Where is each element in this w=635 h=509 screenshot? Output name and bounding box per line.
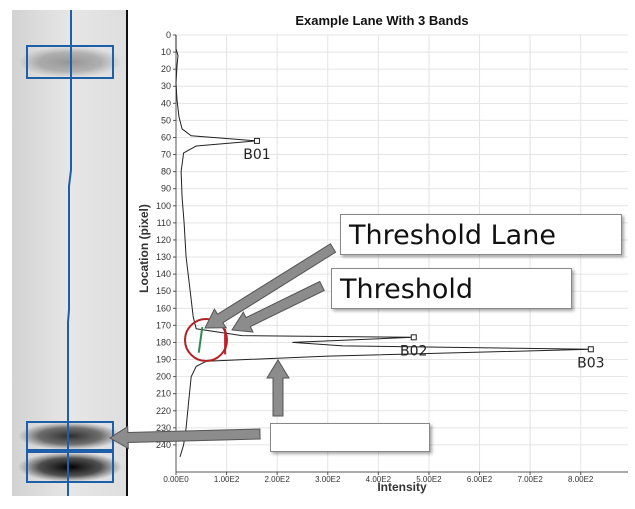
threshold-lane-line[interactable] bbox=[197, 326, 204, 353]
profile-chart: Example Lane With 3 Bands 0 10 20 30 40 50 60 7… bbox=[137, 13, 628, 494]
y-tick-label: 70 bbox=[161, 150, 171, 160]
y-tick-label: 50 bbox=[161, 115, 171, 125]
band-label: B01 bbox=[243, 147, 270, 163]
x-tick-label: 5.00E2 bbox=[416, 475, 442, 484]
band-peak-marker[interactable] bbox=[253, 137, 260, 144]
y-tick-label: 10 bbox=[161, 47, 171, 57]
threshold-callout: Threshold bbox=[331, 268, 572, 309]
y-tick-label: 150 bbox=[156, 286, 171, 296]
x-tick-label: 0.00E0 bbox=[163, 475, 189, 484]
threshold-lane-callout: Threshold Lane bbox=[340, 214, 622, 255]
lane-center-line[interactable] bbox=[67, 10, 72, 496]
lane-band-blob bbox=[18, 452, 122, 482]
y-tick-label: 90 bbox=[161, 184, 171, 194]
y-tick-label: 170 bbox=[156, 320, 171, 330]
y-tick-label: 190 bbox=[156, 355, 171, 365]
y-tick-label: 60 bbox=[161, 132, 171, 142]
x-tick-label: 2.00E2 bbox=[264, 475, 290, 484]
y-tick-label: 220 bbox=[156, 406, 171, 416]
y-tick-label: 140 bbox=[156, 269, 171, 279]
y-tick-label: 0 bbox=[166, 30, 171, 40]
band-peak-marker[interactable] bbox=[587, 346, 594, 353]
x-axis-label: Intensity bbox=[377, 480, 427, 494]
lane-band-box[interactable] bbox=[26, 451, 114, 483]
blank-callout bbox=[270, 423, 430, 452]
x-tick-label: 6.00E2 bbox=[467, 475, 493, 484]
y-tick-label: 40 bbox=[161, 98, 171, 108]
panel-divider bbox=[126, 10, 128, 496]
lane-band-blob bbox=[18, 422, 122, 450]
y-tick-label: 120 bbox=[156, 235, 171, 245]
y-tick-label: 180 bbox=[156, 337, 171, 347]
y-tick-label: 110 bbox=[157, 218, 171, 228]
chart-title: Example Lane With 3 Bands bbox=[295, 13, 468, 28]
y-tick-label: 130 bbox=[156, 252, 171, 262]
y-tick-label: 20 bbox=[161, 64, 171, 74]
x-tick-label: 8.00E2 bbox=[568, 475, 594, 484]
band-label: B03 bbox=[577, 355, 604, 371]
y-tick-label: 200 bbox=[156, 372, 171, 382]
y-tick-label: 30 bbox=[161, 81, 171, 91]
y-axis-label: Location (pixel) bbox=[137, 204, 151, 293]
x-tick-label: 3.00E2 bbox=[315, 475, 341, 484]
x-tick-label: 7.00E2 bbox=[517, 475, 543, 484]
band-peak-marker[interactable] bbox=[410, 334, 417, 341]
y-tick-label: 100 bbox=[156, 201, 171, 211]
y-tick-label: 230 bbox=[156, 423, 171, 433]
y-tick-label: 210 bbox=[156, 389, 171, 399]
profile-trace bbox=[175, 35, 591, 458]
lane-image bbox=[12, 10, 126, 496]
band-label: B02 bbox=[400, 343, 427, 359]
y-tick-label: 160 bbox=[156, 303, 171, 313]
x-tick-label: 4.00E2 bbox=[366, 475, 392, 484]
y-tick-label: 240 bbox=[156, 440, 171, 450]
y-tick-label: 80 bbox=[161, 167, 171, 177]
x-tick-label: 1.00E2 bbox=[214, 475, 240, 484]
lane-image-svg bbox=[18, 10, 122, 496]
